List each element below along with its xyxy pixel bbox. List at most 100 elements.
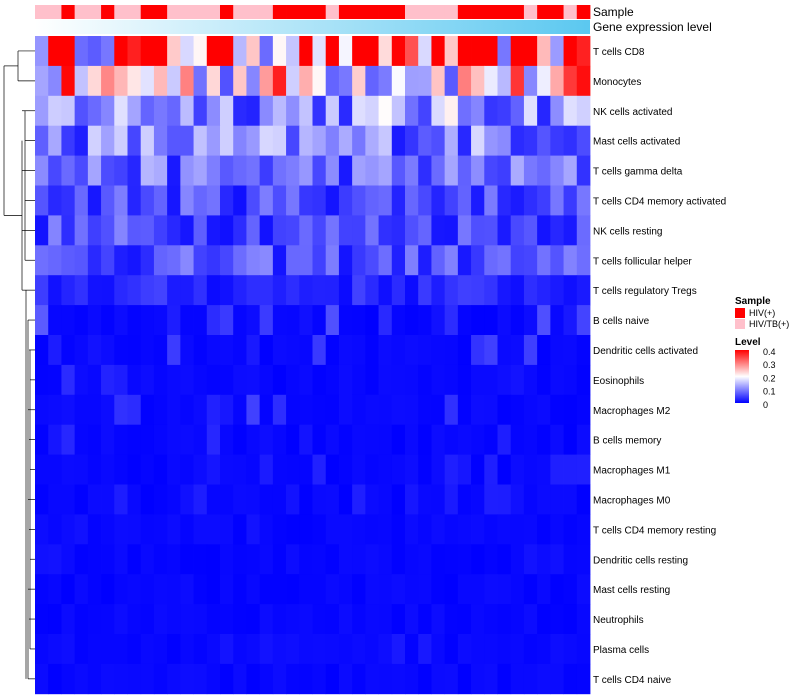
heatmap-cell [563, 634, 578, 665]
heatmap-cell [444, 484, 459, 515]
heatmap-cell [272, 185, 287, 216]
row-label: Dendritic cells activated [593, 346, 698, 357]
heatmap-cell [61, 305, 76, 336]
heatmap-cell [352, 364, 366, 396]
heatmap-cell [457, 454, 472, 485]
heatmap-cell [299, 604, 313, 635]
heatmap-cell [246, 394, 261, 426]
heatmap-cell [550, 185, 564, 216]
heatmap-cell [457, 36, 472, 67]
heatmap-cell [550, 36, 564, 67]
heatmap-cell [272, 544, 287, 575]
heatmap-cell [286, 95, 300, 127]
heatmap-cell [471, 454, 485, 485]
heatmap-cell [299, 185, 313, 216]
heatmap-cell [405, 484, 419, 515]
heatmap-cell [312, 454, 327, 485]
sample-annotation-cell [87, 5, 102, 19]
heatmap-cell [576, 454, 591, 485]
heatmap-cell [418, 454, 432, 485]
sample-annotation-cell [312, 5, 327, 19]
heatmap-cell [405, 245, 419, 276]
heatmap-cell [365, 36, 379, 67]
heatmap-cell [259, 394, 274, 426]
heatmap-cell [153, 125, 168, 156]
heatmap-cell [523, 484, 538, 515]
heatmap-cell [365, 155, 379, 186]
heatmap-cell [206, 95, 221, 127]
heatmap-cell [61, 215, 76, 246]
heatmap-cell [352, 514, 366, 545]
row-dendrogram [3, 50, 35, 680]
row-label: T cells follicular helper [593, 256, 692, 267]
heatmap-cell [246, 185, 261, 216]
heatmap-cell [418, 574, 432, 605]
heatmap-cell [523, 424, 538, 455]
heatmap-cell [272, 155, 287, 186]
heatmap-cell [259, 65, 274, 97]
heatmap-cell [471, 424, 485, 455]
heatmap-cell [325, 155, 340, 186]
heatmap-cell [127, 364, 142, 396]
level-tick-label: 0.2 [763, 373, 776, 383]
heatmap-cell [61, 185, 76, 216]
heatmap-cell [484, 215, 498, 246]
heatmap-cell [405, 305, 419, 336]
heatmap-cell [391, 394, 406, 426]
heatmap-cell [101, 155, 115, 186]
heatmap-cell [74, 245, 89, 276]
heatmap-cell [167, 125, 181, 156]
sample-annotation-cell [457, 5, 472, 19]
row-label: Plasma cells [593, 645, 649, 656]
heatmap-cell [352, 125, 366, 156]
heatmap-cell [246, 65, 261, 97]
heatmap-cell [537, 155, 551, 186]
heatmap-cell [576, 663, 591, 695]
heatmap-cell [48, 364, 62, 396]
heatmap-cell [352, 484, 366, 515]
heatmap-cell [523, 36, 538, 67]
row-label: T cells CD4 naive [593, 675, 672, 686]
heatmap-cell [206, 36, 221, 67]
heatmap-cell [365, 335, 379, 366]
heatmap-cell [457, 275, 472, 306]
heatmap-cell [140, 544, 155, 575]
heatmap-cell [153, 245, 168, 276]
heatmap-cell [471, 155, 485, 186]
heatmap-cell [378, 394, 393, 426]
heatmap-cell [391, 335, 406, 366]
heatmap-cell [325, 65, 340, 97]
heatmap-cell [193, 424, 208, 455]
heatmap-cell [114, 155, 128, 186]
heatmap-cell [405, 185, 419, 216]
row-labels: T cells CD8 Monocytes NK cells activated Ma… [593, 47, 726, 686]
heatmap-cell [576, 275, 591, 306]
heatmap-cell [299, 454, 313, 485]
heatmap-cell [140, 484, 155, 515]
heatmap-cell [35, 604, 49, 635]
heatmap-cell [233, 275, 247, 306]
heatmap-cell [563, 305, 578, 336]
heatmap-cell [497, 155, 512, 186]
heatmap-cell [497, 245, 512, 276]
heatmap-cell [140, 335, 155, 366]
heatmap-cell [405, 215, 419, 246]
heatmap-cell [153, 604, 168, 635]
heatmap-cell [246, 245, 261, 276]
heatmap-cell [35, 544, 49, 575]
heatmap-cell [220, 574, 234, 605]
heatmap-cell [471, 574, 485, 605]
heatmap-cell [365, 484, 379, 515]
heatmap-cell [563, 514, 578, 545]
legend-sample-title: Sample [735, 296, 771, 307]
heatmap-cell [537, 364, 551, 396]
heatmap-cell [405, 544, 419, 575]
heatmap-cell [471, 275, 485, 306]
heatmap-cell [352, 215, 366, 246]
heatmap-cell [233, 544, 247, 575]
heatmap-cell [484, 95, 498, 127]
heatmap-cell [484, 125, 498, 156]
heatmap-cell [153, 454, 168, 485]
heatmap-cell [431, 484, 446, 515]
heatmap-cell [299, 65, 313, 97]
